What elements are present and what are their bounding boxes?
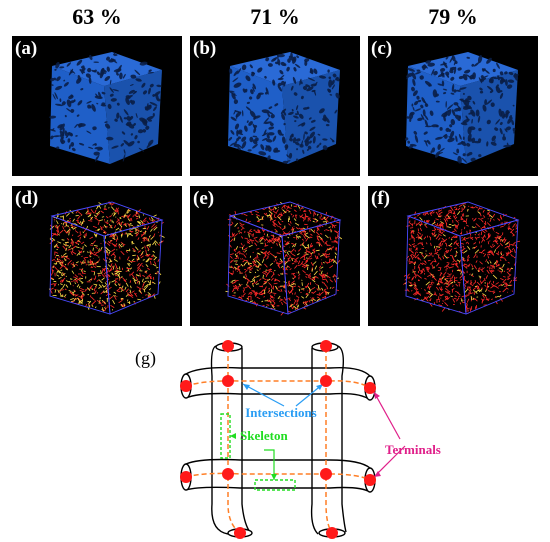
panel-label-f: (f) — [371, 188, 390, 209]
intersection-node — [222, 375, 234, 387]
terminal-node — [180, 471, 192, 483]
porous-cube-a — [49, 52, 162, 164]
skeleton-cube-d — [48, 201, 165, 315]
skeleton-label: Skeleton — [240, 428, 288, 443]
horizontal-tube-bottom — [180, 458, 376, 493]
porous-cube-b — [228, 52, 340, 164]
diagram-label-g: (g) — [135, 348, 156, 369]
porous-cube-c — [404, 52, 519, 164]
terminal-node — [326, 527, 338, 539]
terminal-node — [320, 340, 332, 352]
panel-f: (f) — [368, 186, 538, 326]
terminal-node — [364, 474, 376, 486]
panel-label-b: (b) — [193, 38, 217, 59]
panel-a: (a) — [12, 36, 182, 176]
intersection-node — [222, 468, 234, 480]
horizontal-tube-top — [180, 366, 376, 401]
skeleton-nodes — [180, 340, 376, 539]
skeleton-cube-f — [403, 201, 521, 315]
panel-label-e: (e) — [193, 188, 215, 209]
panel-b: (b) — [190, 36, 360, 176]
panel-label-d: (d) — [15, 188, 39, 209]
vertical-tube-left — [210, 342, 253, 538]
column-title-71: 71 % — [250, 4, 300, 29]
terminal-node — [222, 340, 234, 352]
column-title-63: 63 % — [72, 4, 122, 29]
panel-e: (e) — [190, 186, 360, 326]
column-title-79: 79 % — [428, 4, 478, 29]
terminals-label: Terminals — [385, 442, 441, 457]
intersection-node — [320, 375, 332, 387]
vertical-tube-right — [310, 342, 347, 538]
terminal-node — [364, 382, 376, 394]
intersections-label: Intersections — [245, 405, 317, 420]
panel-d: (d) — [12, 186, 182, 326]
terminal-node — [234, 527, 246, 539]
panel-c: (c) — [368, 36, 538, 176]
panel-label-c: (c) — [371, 38, 393, 59]
skeleton-cube-e — [225, 201, 343, 316]
skeleton-diagram: (g) — [135, 340, 441, 539]
arrowheads — [230, 384, 381, 480]
skeleton-box-horizontal — [254, 479, 296, 491]
intersection-node — [320, 468, 332, 480]
panel-label-a: (a) — [15, 38, 38, 59]
terminal-node — [180, 380, 192, 392]
